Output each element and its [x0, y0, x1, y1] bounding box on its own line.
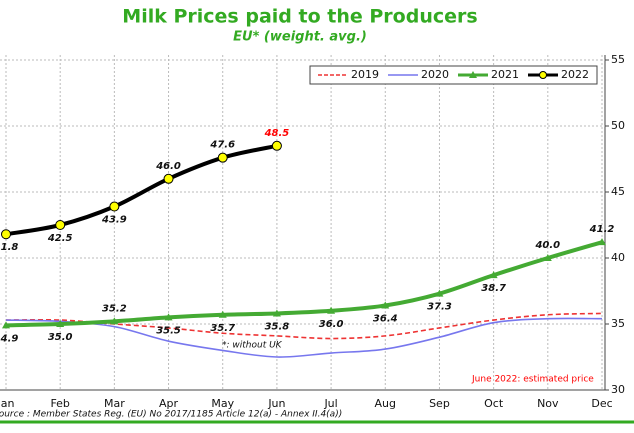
y-tick-label: 45: [611, 185, 625, 198]
marker: [272, 309, 281, 317]
y-tick-label: 40: [611, 251, 625, 264]
x-tick-label: Nov: [537, 397, 559, 410]
data-label: 42.5: [47, 233, 73, 244]
data-label: 43.9: [101, 215, 127, 226]
data-label: 35.0: [48, 332, 73, 343]
data-label: 37.3: [427, 302, 452, 313]
data-label: 40.0: [534, 240, 560, 251]
legend-box: [309, 65, 598, 85]
series-line: [5, 143, 278, 237]
marker: [435, 289, 444, 297]
x-tick-label: Oct: [484, 397, 504, 410]
marker: [598, 238, 606, 246]
chart-title: Milk Prices paid to the Producers: [122, 6, 477, 28]
data-label: 34.9: [0, 333, 18, 344]
x-tick-label: Feb: [50, 397, 69, 410]
legend-marker: [469, 71, 477, 78]
legend-label: 2022: [561, 68, 589, 81]
y-tick-label: 50: [611, 119, 625, 132]
marker: [489, 271, 498, 279]
source-note: Source : Member States Reg. (EU) No 2017…: [0, 410, 342, 420]
marker: [381, 301, 390, 309]
x-tick-label: Jan: [0, 397, 15, 410]
data-label: 36.4: [373, 314, 398, 325]
x-tick-label: Jun: [267, 397, 285, 410]
data-label: 35.7: [210, 323, 235, 334]
marker: [543, 254, 552, 261]
marker: [271, 140, 282, 151]
data-label: 36.0: [319, 319, 344, 330]
legend-label: 2021: [491, 68, 519, 81]
data-label: 35.2: [102, 303, 127, 314]
legend-label: 2019: [351, 68, 379, 81]
marker: [56, 320, 65, 327]
data-label: 41.8: [0, 242, 18, 253]
marker: [109, 201, 120, 212]
data-label: 35.8: [265, 321, 290, 332]
marker: [110, 317, 119, 325]
chart-subtitle: EU* (weight. avg.): [233, 30, 367, 45]
marker: [1, 229, 11, 240]
marker: [2, 321, 10, 329]
data-label: 38.7: [481, 283, 506, 294]
y-tick-label: 35: [611, 317, 625, 330]
data-label: 35.5: [156, 325, 181, 336]
data-label: 47.6: [209, 140, 235, 151]
annotation: *: without UK: [222, 341, 283, 351]
series-line: [5, 317, 603, 358]
marker: [55, 220, 66, 230]
x-tick-label: Jul: [323, 397, 337, 410]
annotation: June 2022: estimated price: [471, 375, 594, 385]
x-tick-label: Sep: [429, 397, 450, 410]
y-tick-label: 30: [611, 383, 625, 396]
data-label: 48.5: [264, 128, 290, 139]
legend-marker: [539, 71, 547, 79]
data-label: 46.0: [155, 161, 181, 172]
series-line: [5, 312, 603, 340]
data-label: 41.2: [589, 224, 615, 235]
x-tick-label: Dec: [591, 397, 612, 410]
marker: [217, 152, 228, 163]
x-tick-label: Apr: [159, 397, 179, 410]
x-tick-label: May: [211, 397, 234, 410]
y-tick-label: 55: [611, 53, 625, 66]
x-tick-label: Mar: [104, 397, 125, 410]
marker: [163, 173, 174, 184]
x-tick-label: Aug: [375, 397, 396, 410]
series-line: [5, 240, 603, 328]
marker: [218, 310, 227, 318]
legend-label: 2020: [421, 68, 449, 81]
marker: [327, 306, 336, 314]
marker: [164, 313, 173, 321]
